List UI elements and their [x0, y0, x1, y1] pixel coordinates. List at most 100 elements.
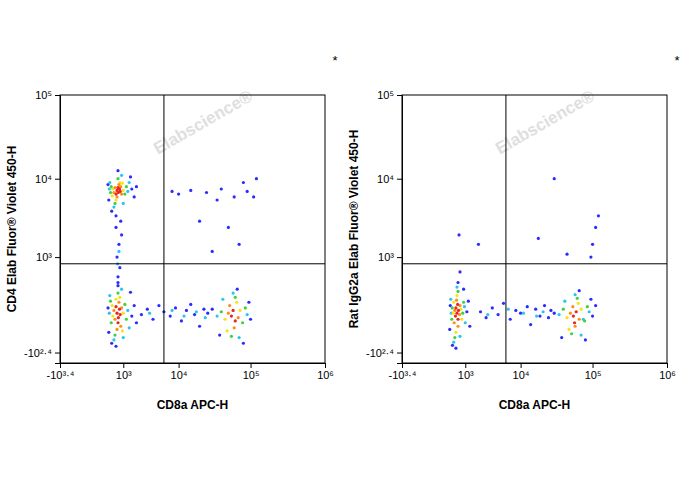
panel: Elabscience®-10³·⁴10³10⁴10⁵10⁶-10²·⁴10³1… [347, 53, 680, 412]
event-point [113, 333, 116, 336]
x-tick: 10³ [458, 363, 474, 381]
y-tick: 10³ [36, 251, 60, 263]
y-tick-mark [55, 95, 60, 96]
event-point [113, 318, 116, 321]
x-tick-label: 10⁶ [659, 369, 676, 381]
event-point [238, 309, 241, 312]
event-point [454, 347, 457, 350]
event-point [122, 202, 125, 205]
x-tick-label: 10⁵ [243, 369, 260, 381]
y-axis-line [55, 96, 61, 364]
event-point [589, 256, 592, 259]
y-tick: 10⁵ [377, 89, 402, 101]
event-point [114, 226, 117, 229]
event-point [236, 288, 239, 291]
event-point [453, 336, 456, 339]
x-tick: 10³ [116, 363, 132, 381]
y-axis: -10²·⁴10³10⁴10⁵ [366, 89, 402, 363]
event-point [230, 314, 233, 317]
y-tick: 10⁵ [35, 89, 60, 101]
event-point [205, 191, 208, 194]
event-point [117, 301, 120, 304]
event-point [114, 345, 117, 348]
x-tick: 10⁵ [243, 363, 260, 381]
event-point [557, 313, 560, 316]
event-point [451, 306, 454, 309]
event-point [215, 198, 218, 201]
event-point [116, 186, 119, 189]
x-axis-title: CD8a APC-H [157, 398, 229, 412]
event-point [462, 288, 465, 291]
event-point [126, 190, 129, 193]
x-axis-line [61, 364, 326, 369]
event-point [553, 312, 556, 315]
x-tick-mark [251, 363, 252, 368]
event-point [591, 243, 594, 246]
event-point [125, 185, 128, 188]
event-point [456, 303, 459, 306]
event-point [193, 313, 196, 316]
x-tick: -10³·⁴ [389, 363, 417, 381]
x-tick-mark [325, 363, 326, 368]
event-point [567, 328, 570, 331]
x-tick-label: 10³ [458, 369, 474, 381]
event-point [110, 210, 113, 213]
y-tick-label: 10⁵ [35, 89, 52, 101]
event-point [456, 281, 459, 284]
x-axis-line [403, 364, 668, 369]
event-point [120, 233, 123, 236]
event-point [502, 302, 505, 305]
event-point [114, 198, 117, 201]
event-point [453, 321, 456, 324]
event-point [218, 333, 221, 336]
x-tick: 10⁵ [585, 363, 602, 381]
event-point [119, 220, 122, 223]
event-point [114, 193, 117, 196]
event-point [574, 293, 577, 296]
event-point [109, 300, 112, 303]
density-level [111, 181, 242, 333]
event-point [202, 308, 205, 311]
x-axis: -10³·⁴10³10⁴10⁵10⁶ [389, 363, 676, 381]
event-point [486, 313, 489, 316]
event-point [572, 314, 575, 317]
event-point [451, 344, 454, 347]
event-point [235, 301, 238, 304]
event-point [538, 314, 541, 317]
event-point [255, 177, 258, 180]
gate-line-y [60, 263, 325, 264]
event-point [118, 308, 121, 311]
event-point [177, 193, 180, 196]
x-tick-label: 10⁶ [317, 369, 334, 381]
event-point [454, 331, 457, 334]
event-point [204, 316, 207, 319]
event-point [128, 181, 131, 184]
event-point [130, 187, 133, 190]
event-point [113, 186, 116, 189]
figure: Elabscience®-10³·⁴10³10⁴10⁵10⁶-10²·⁴10³1… [0, 0, 688, 490]
event-point [232, 309, 235, 312]
event-point [594, 226, 597, 229]
y-tick-label: -10²·⁴ [24, 347, 52, 359]
event-point [107, 198, 110, 201]
event-point [553, 177, 556, 180]
density-level [453, 299, 581, 328]
event-point [457, 233, 460, 236]
y-tick-mark [55, 257, 60, 258]
event-point [182, 314, 185, 317]
gate-line-x [163, 95, 164, 363]
y-axis-line [397, 96, 403, 364]
x-tick-mark [521, 363, 522, 368]
plot-area [402, 95, 667, 363]
y-tick-mark [397, 179, 402, 180]
event-point [116, 177, 119, 180]
event-point [119, 313, 122, 316]
event-point [146, 308, 149, 311]
event-point [576, 297, 579, 300]
event-point [227, 312, 230, 315]
event-point [118, 296, 121, 299]
x-tick-mark [593, 363, 594, 368]
event-point [526, 305, 529, 308]
event-point [189, 303, 192, 306]
event-point [169, 314, 172, 317]
